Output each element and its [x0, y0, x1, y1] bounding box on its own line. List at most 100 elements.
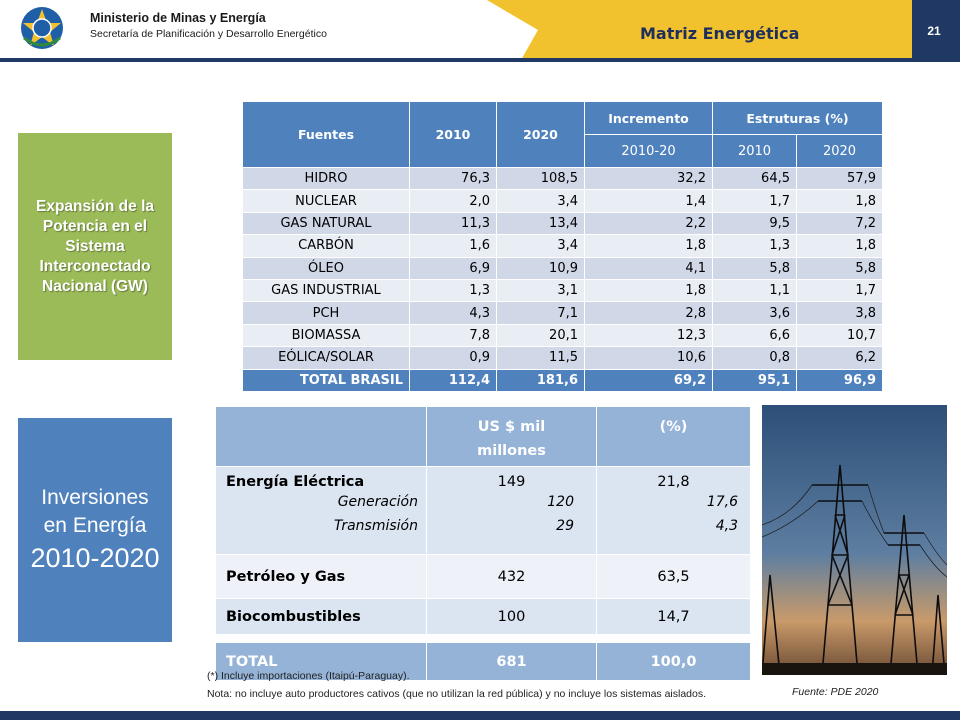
cell-2020: 20,1 — [496, 323, 585, 348]
cell-2010: 1,3 — [409, 278, 497, 303]
cell-estr-2010: 95,1 — [712, 368, 797, 392]
col-incremento-period: 2010-20 — [584, 134, 713, 168]
generation-label: Generación — [337, 494, 418, 510]
cell-2010: 11,3 — [409, 211, 497, 236]
petroleo-label: Petróleo y Gas — [226, 568, 346, 585]
transmission-value: 29 — [556, 518, 574, 534]
cell-incremento: 1,8 — [584, 234, 713, 258]
cell-2010: 2,0 — [409, 189, 497, 213]
slide-title: Matriz Energética — [640, 24, 800, 43]
cell-2020: 11,5 — [496, 346, 585, 370]
cell-estr-2020: 96,9 — [796, 368, 883, 392]
cell-estr-2020: 3,8 — [796, 301, 883, 325]
cell-estr-2020: 1,7 — [796, 278, 883, 303]
cell-2010: 6,9 — [409, 256, 497, 280]
investment-label-line1: Inversiones — [41, 486, 149, 509]
col-incremento: Incremento — [584, 101, 713, 135]
cell-source: PCH — [242, 301, 410, 325]
cell-2010: 4,3 — [409, 301, 497, 325]
source-citation: Fuente: PDE 2020 — [792, 686, 879, 698]
cell-source: CARBÓN — [242, 234, 410, 258]
cell-estr-2020: 10,7 — [796, 323, 883, 348]
capacity-table: Fuentes 2010 2020 Incremento Estruturas … — [242, 101, 883, 392]
cell-incremento: 10,6 — [584, 346, 713, 370]
cell-2010: 7,8 — [409, 323, 497, 348]
electric-label: Energía Eléctrica — [226, 474, 365, 490]
title-banner — [487, 0, 912, 60]
cell-label: Petróleo y Gas — [215, 554, 427, 599]
bio-label: Biocombustibles — [226, 608, 361, 625]
transmission-pct: 4,3 — [715, 518, 738, 534]
coat-of-arms-icon — [21, 7, 63, 49]
petroleo-value: 432 — [426, 554, 597, 599]
footnote-note: Nota: no incluye auto productores cativo… — [207, 688, 707, 700]
electric-pct: 21,8 — [657, 474, 690, 490]
cell-2010: 76,3 — [409, 166, 497, 191]
table-row: ÓLEO 6,9 10,9 4,1 5,8 5,8 — [242, 256, 883, 280]
total-row: TOTAL 681 100,0 — [215, 642, 751, 681]
cell-2020: 13,4 — [496, 211, 585, 236]
cell-estr-2010: 0,8 — [712, 346, 797, 370]
col-pct: (%) — [596, 406, 751, 467]
cell-incremento: 1,4 — [584, 189, 713, 213]
cell-2020: 108,5 — [496, 166, 585, 191]
cell-2010: 112,4 — [409, 368, 497, 392]
page-number-box: 21 — [912, 0, 960, 60]
table-row: GAS NATURAL 11,3 13,4 2,2 9,5 7,2 — [242, 211, 883, 236]
col-2020: 2020 — [496, 101, 585, 168]
expansion-label: Expansión de la Potencia en el Sistema I… — [35, 197, 154, 295]
cell-estr-2020: 57,9 — [796, 166, 883, 191]
cell-2020: 3,4 — [496, 234, 585, 258]
cell-estr-2020: 1,8 — [796, 234, 883, 258]
power-towers-photo — [762, 405, 947, 675]
investment-table: US $ mil millones (%) Energía Eléctrica … — [215, 406, 751, 681]
col-2010: 2010 — [409, 101, 497, 168]
cell-estr-2010: 5,8 — [712, 256, 797, 280]
cell-estr-2010: 1,3 — [712, 234, 797, 258]
header-divider — [0, 58, 960, 62]
header-empty-cell — [215, 406, 427, 467]
total-label: TOTAL — [215, 642, 427, 681]
cell-pct: 21,8 17,6 4,3 — [596, 466, 751, 555]
col-usd: US $ mil millones — [426, 406, 597, 467]
investment-label-line2: en Energía — [43, 514, 147, 537]
col-estruturas-2010: 2010 — [712, 134, 797, 168]
cell-2020: 10,9 — [496, 256, 585, 280]
cell-estr-2010: 3,6 — [712, 301, 797, 325]
cell-2010: 1,6 — [409, 234, 497, 258]
cell-incremento: 32,2 — [584, 166, 713, 191]
cell-incremento: 4,1 — [584, 256, 713, 280]
cell-label: Biocombustibles — [215, 598, 427, 635]
cell-incremento: 2,2 — [584, 211, 713, 236]
generation-pct: 17,6 — [706, 494, 738, 510]
table-row: Biocombustibles 100 14,7 — [215, 598, 751, 635]
table-row: GAS INDUSTRIAL 1,3 3,1 1,8 1,1 1,7 — [242, 278, 883, 303]
petroleo-pct: 63,5 — [596, 554, 751, 599]
col-fuentes: Fuentes — [242, 101, 410, 168]
investment-label-box: Inversiones en Energía 2010-2020 — [18, 418, 172, 642]
cell-source: GAS INDUSTRIAL — [242, 278, 410, 303]
bio-pct: 14,7 — [596, 598, 751, 635]
col-usd-line2: millones — [477, 443, 546, 459]
total-row: TOTAL BRASIL 112,4 181,6 69,2 95,1 96,9 — [242, 368, 883, 392]
table-row: Energía Eléctrica Generación Transmisión… — [215, 466, 751, 555]
org-name: Ministerio de Minas y Energía — [90, 11, 266, 25]
cell-estr-2010: 64,5 — [712, 166, 797, 191]
table-row: BIOMASSA 7,8 20,1 12,3 6,6 10,7 — [242, 323, 883, 348]
cell-estr-2010: 1,1 — [712, 278, 797, 303]
cell-incremento: 2,8 — [584, 301, 713, 325]
table-row: CARBÓN 1,6 3,4 1,8 1,3 1,8 — [242, 234, 883, 258]
slide-header: Ministerio de Minas y Energía Secretaría… — [0, 0, 960, 62]
table-row: Petróleo y Gas 432 63,5 — [215, 554, 751, 599]
cell-source: TOTAL BRASIL — [242, 368, 410, 392]
cell-estr-2020: 5,8 — [796, 256, 883, 280]
cell-estr-2010: 6,6 — [712, 323, 797, 348]
cell-source: EÓLICA/SOLAR — [242, 346, 410, 370]
transmission-label: Transmisión — [333, 518, 418, 534]
cell-source: ÓLEO — [242, 256, 410, 280]
cell-source: GAS NATURAL — [242, 211, 410, 236]
cell-2010: 0,9 — [409, 346, 497, 370]
cell-source: BIOMASSA — [242, 323, 410, 348]
cell-estr-2020: 1,8 — [796, 189, 883, 213]
col-estruturas: Estruturas (%) — [712, 101, 883, 135]
